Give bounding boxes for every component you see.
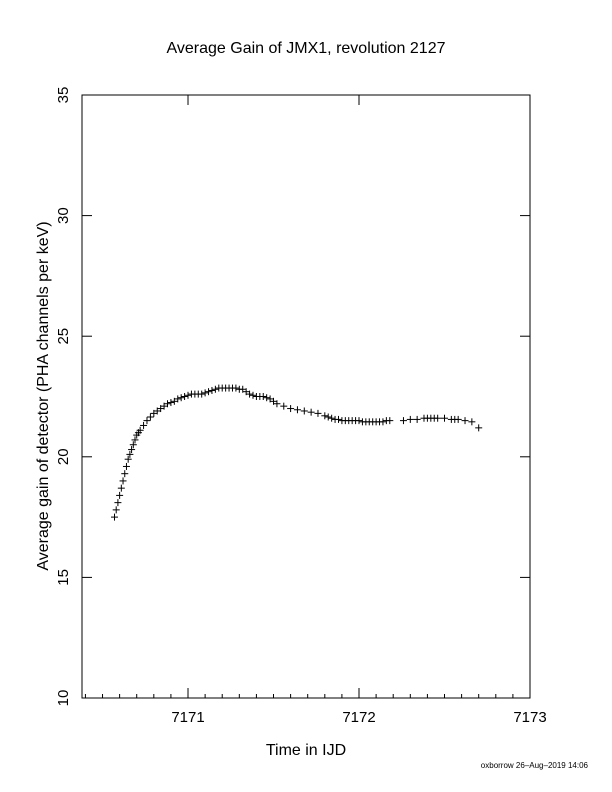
- data-point: [174, 395, 182, 403]
- data-point: [413, 415, 421, 423]
- data-point: [475, 424, 483, 432]
- data-point: [117, 484, 125, 492]
- data-point: [112, 506, 120, 514]
- data-point: [181, 393, 189, 400]
- data-point: [379, 418, 387, 426]
- y-axis: 10 15 20 25 30 35: [55, 87, 530, 707]
- chart-title: Average Gain of JMX1, revolution 2127: [167, 40, 446, 57]
- data-point: [321, 412, 329, 420]
- data-point: [249, 391, 257, 399]
- data-point: [307, 408, 315, 416]
- data-point: [177, 394, 185, 402]
- data-point: [110, 513, 118, 521]
- data-point: [119, 477, 127, 485]
- y-tick-label: 20: [55, 448, 72, 465]
- data-point: [461, 417, 469, 425]
- data-series: [110, 384, 483, 521]
- data-point: [314, 409, 322, 417]
- x-tick-label: 7171: [171, 709, 204, 726]
- y-tick-label: 25: [55, 328, 72, 345]
- data-point: [163, 400, 171, 408]
- y-tick-label: 10: [55, 690, 72, 707]
- data-point: [211, 385, 219, 393]
- data-point: [205, 388, 213, 396]
- y-tick-label: 15: [55, 569, 72, 586]
- data-point: [201, 389, 209, 397]
- data-point: [399, 417, 407, 425]
- data-point: [259, 393, 267, 400]
- y-tick-label: 35: [55, 87, 72, 104]
- data-point: [287, 405, 295, 413]
- data-point: [334, 415, 342, 423]
- data-point: [121, 470, 129, 478]
- data-point: [324, 413, 332, 421]
- data-point: [131, 436, 139, 444]
- plot-frame: [81, 94, 531, 699]
- data-point: [129, 441, 137, 449]
- data-point: [208, 386, 216, 394]
- data-point: [146, 413, 154, 421]
- data-point: [454, 415, 462, 423]
- data-point: [434, 414, 442, 422]
- x-axis-label: Time in IJD: [266, 742, 346, 759]
- data-point: [232, 384, 240, 392]
- footer-stamp: oxborrow 26–Aug–2019 14:06: [481, 761, 589, 770]
- data-point: [263, 394, 271, 402]
- y-axis-label: Average gain of detector (PHA channels p…: [35, 221, 52, 570]
- x-axis: 7171 7172 7173: [84, 95, 547, 726]
- data-point: [114, 499, 122, 507]
- data-point: [328, 414, 336, 422]
- y-tick-label: 30: [55, 207, 72, 224]
- data-point: [128, 446, 136, 454]
- data-point: [246, 390, 254, 398]
- data-point: [140, 421, 148, 429]
- data-point: [126, 450, 134, 458]
- data-point: [124, 455, 132, 463]
- data-point: [184, 391, 192, 399]
- data-point: [122, 462, 130, 470]
- data-point: [468, 418, 476, 426]
- data-point: [355, 417, 363, 425]
- data-point: [406, 415, 414, 423]
- data-point: [441, 414, 449, 422]
- data-point: [293, 406, 301, 414]
- data-point: [143, 417, 151, 425]
- data-point: [273, 400, 281, 408]
- x-tick-label: 7172: [342, 709, 375, 726]
- data-point: [116, 491, 124, 499]
- data-point: [386, 417, 394, 425]
- data-point: [198, 390, 206, 398]
- data-point: [280, 402, 288, 410]
- data-point: [136, 426, 144, 434]
- x-tick-label: 7173: [513, 709, 546, 726]
- data-point: [167, 399, 175, 407]
- data-point: [300, 407, 308, 415]
